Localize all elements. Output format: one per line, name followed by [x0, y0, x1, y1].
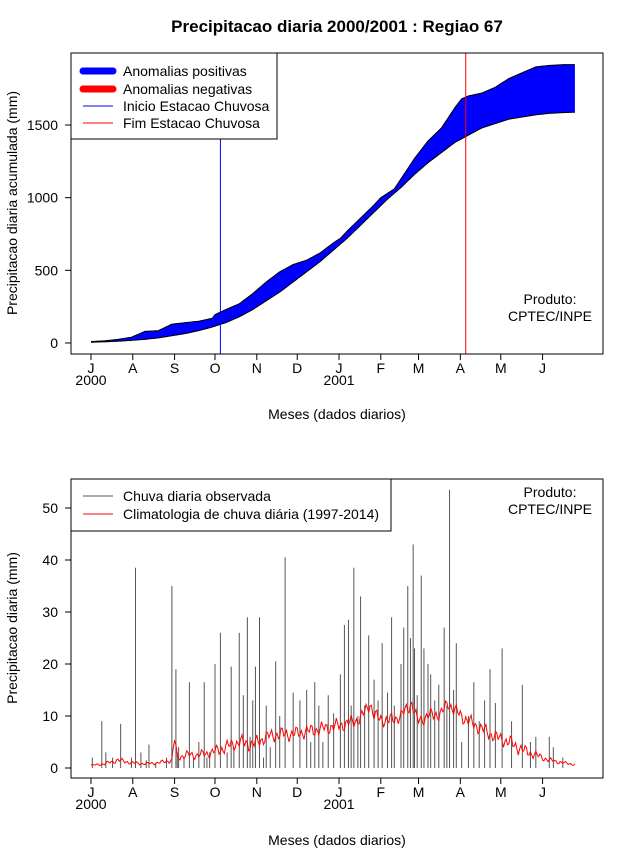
- y-axis-label-top: Precipitacao diaria acumulada (mm): [4, 91, 20, 315]
- year-label: 2001: [323, 372, 354, 388]
- product-label-top-1: Produto:: [524, 291, 577, 307]
- x-tick-label: J: [336, 360, 343, 376]
- chart-title: Precipitacao diaria 2000/2001 : Regiao 6…: [171, 17, 503, 36]
- legend-box: [70, 52, 278, 140]
- legend-label-negative: Anomalias negativas: [123, 81, 252, 97]
- y-tick-label: 0: [50, 335, 58, 351]
- x-tick-label: N: [252, 784, 262, 800]
- climatology-accumulated-line: [90, 111, 575, 343]
- y-tick-label: 0: [50, 760, 58, 776]
- legend-label-end: Fim Estacao Chuvosa: [123, 115, 260, 131]
- y-tick-label: 30: [42, 604, 58, 620]
- accumulated-lines: [90, 64, 575, 343]
- x-tick-label: S: [170, 360, 179, 376]
- legend-label-positive: Anomalias positivas: [123, 63, 247, 79]
- x-tick-label: J: [88, 360, 95, 376]
- x-tick-label: A: [456, 784, 466, 800]
- x-axis-label-top: Meses (dados diarios): [268, 406, 406, 422]
- x-tick-label: A: [128, 360, 138, 376]
- x-tick-label: D: [292, 360, 302, 376]
- x-tick-label: J: [336, 784, 343, 800]
- daily-bars: [91, 489, 564, 768]
- y-tick-label: 10: [42, 708, 58, 724]
- x-tick-label: D: [292, 784, 302, 800]
- x-axis-label-bottom: Meses (dados diarios): [268, 832, 406, 848]
- legend-label-observed: Chuva diaria observada: [123, 488, 271, 504]
- y-axis-bottom: 0 10 20 30 40 50: [42, 500, 71, 776]
- year-label: 2001: [323, 796, 354, 812]
- anomaly-fill: [91, 64, 575, 343]
- plot-frame-top: [70, 52, 604, 355]
- x-tick-label: M: [495, 360, 507, 376]
- legend-box: [70, 478, 392, 532]
- x-tick-label: M: [413, 784, 425, 800]
- x-tick-label: A: [128, 784, 138, 800]
- year-label: 2000: [75, 372, 106, 388]
- climatology-line: [90, 699, 576, 766]
- x-tick-label: F: [377, 784, 386, 800]
- year-label: 2000: [75, 796, 106, 812]
- x-tick-label: J: [88, 784, 95, 800]
- legend-label-start: Inicio Estacao Chuvosa: [123, 98, 270, 114]
- y-tick-label: 1500: [27, 117, 58, 133]
- y-tick-label: 50: [42, 500, 58, 516]
- climatology-daily-line: [90, 699, 576, 766]
- positive-anomaly-area: [91, 64, 575, 343]
- product-label-bottom-2: CPTEC/INPE: [508, 501, 592, 517]
- legend-bottom: Chuva diaria observada Climatologia de c…: [70, 478, 392, 532]
- y-tick-label: 20: [42, 656, 58, 672]
- x-tick-label: A: [456, 360, 466, 376]
- x-tick-label: O: [210, 784, 221, 800]
- y-tick-label: 500: [35, 262, 59, 278]
- legend-top: Anomalias positivas Anomalias negativas …: [70, 52, 278, 140]
- x-tick-label: J: [539, 784, 546, 800]
- y-axis-label-bottom: Precipitacao diaria (mm): [4, 552, 20, 704]
- x-tick-label: M: [413, 360, 425, 376]
- y-axis-top: 0 500 1000 1500: [27, 117, 71, 351]
- y-tick-label: 1000: [27, 190, 58, 206]
- x-tick-label: F: [377, 360, 386, 376]
- product-label-bottom-1: Produto:: [524, 484, 577, 500]
- x-tick-label: M: [495, 784, 507, 800]
- observed-accumulated-line: [90, 64, 575, 343]
- product-label-top-2: CPTEC/INPE: [508, 308, 592, 324]
- x-tick-label: N: [252, 360, 262, 376]
- x-tick-label: O: [210, 360, 221, 376]
- y-tick-label: 40: [42, 552, 58, 568]
- legend-label-climatology: Climatologia de chuva diária (1997-2014): [123, 506, 379, 522]
- x-tick-label: J: [539, 360, 546, 376]
- x-tick-label: S: [170, 784, 179, 800]
